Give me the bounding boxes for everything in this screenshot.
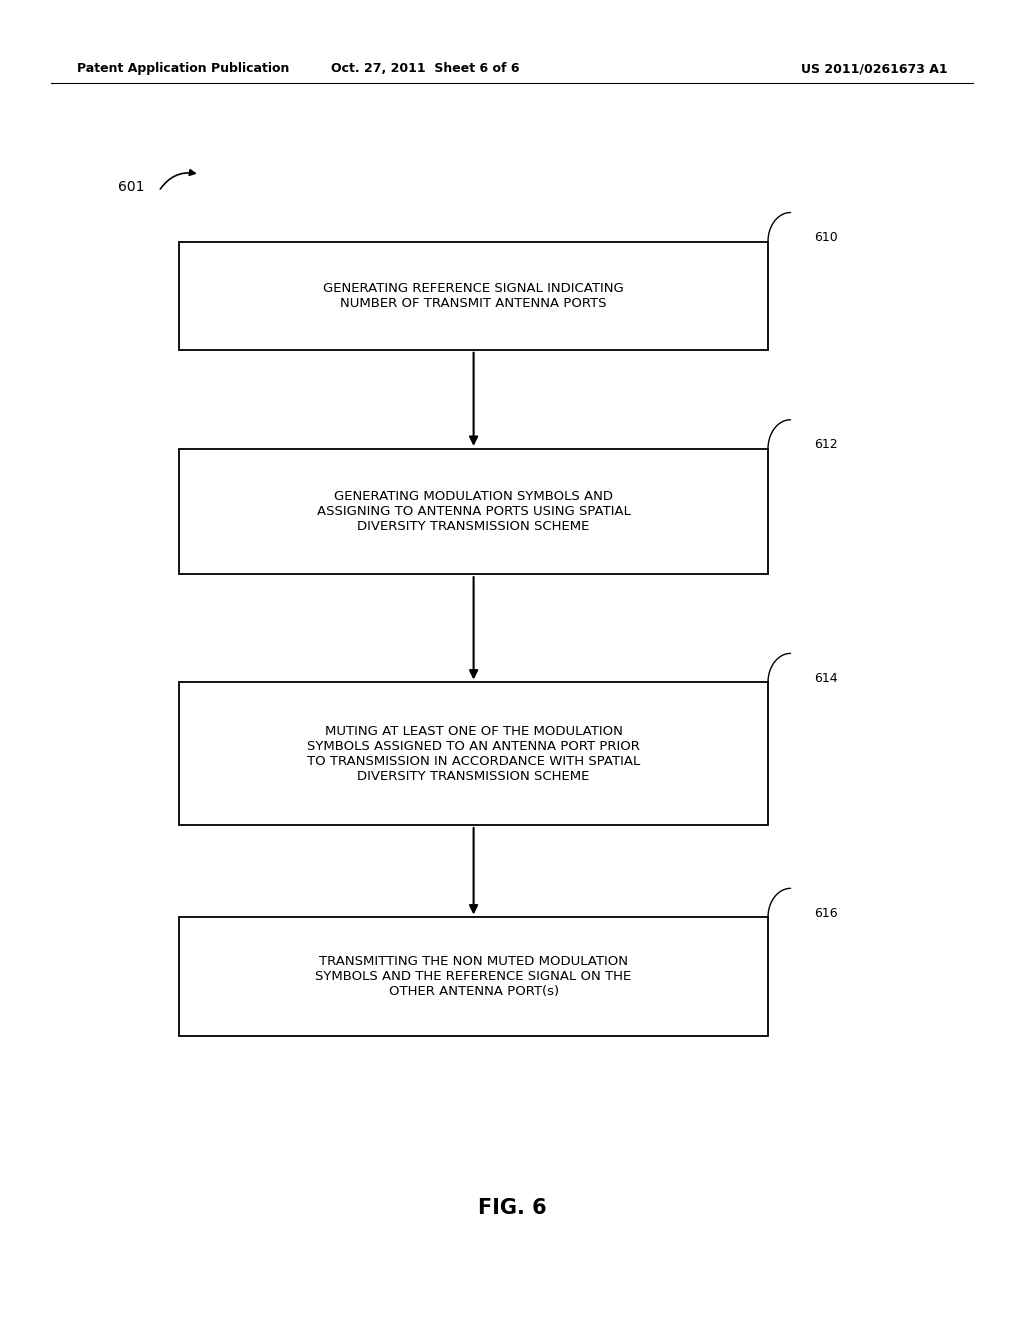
Text: 601: 601 <box>118 181 144 194</box>
Text: MUTING AT LEAST ONE OF THE MODULATION
SYMBOLS ASSIGNED TO AN ANTENNA PORT PRIOR
: MUTING AT LEAST ONE OF THE MODULATION SY… <box>307 725 640 783</box>
Text: GENERATING MODULATION SYMBOLS AND
ASSIGNING TO ANTENNA PORTS USING SPATIAL
DIVER: GENERATING MODULATION SYMBOLS AND ASSIGN… <box>316 490 631 533</box>
Text: Patent Application Publication: Patent Application Publication <box>77 62 289 75</box>
Text: Oct. 27, 2011  Sheet 6 of 6: Oct. 27, 2011 Sheet 6 of 6 <box>331 62 519 75</box>
Text: 610: 610 <box>814 231 838 244</box>
FancyBboxPatch shape <box>179 449 768 574</box>
FancyBboxPatch shape <box>179 682 768 825</box>
Text: TRANSMITTING THE NON MUTED MODULATION
SYMBOLS AND THE REFERENCE SIGNAL ON THE
OT: TRANSMITTING THE NON MUTED MODULATION SY… <box>315 956 632 998</box>
Text: US 2011/0261673 A1: US 2011/0261673 A1 <box>801 62 947 75</box>
FancyBboxPatch shape <box>179 242 768 350</box>
Text: FIG. 6: FIG. 6 <box>477 1197 547 1218</box>
Text: 612: 612 <box>814 438 838 451</box>
Text: GENERATING REFERENCE SIGNAL INDICATING
NUMBER OF TRANSMIT ANTENNA PORTS: GENERATING REFERENCE SIGNAL INDICATING N… <box>324 281 624 310</box>
FancyBboxPatch shape <box>179 917 768 1036</box>
Text: 614: 614 <box>814 672 838 685</box>
Text: 616: 616 <box>814 907 838 920</box>
